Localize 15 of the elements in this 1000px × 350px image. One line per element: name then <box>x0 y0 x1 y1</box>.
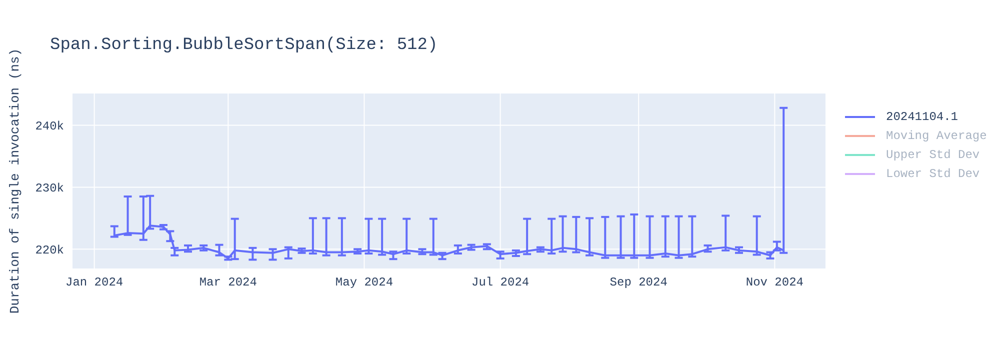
y-tick-label: 230k <box>35 181 64 196</box>
y-tick-label: 240k <box>35 119 64 134</box>
legend-label: 20241104.1 <box>886 110 958 124</box>
x-tick-label: Mar 2024 <box>199 276 257 290</box>
chart-title: Span.Sorting.BubbleSortSpan(Size: 512) <box>50 36 438 55</box>
x-tick-label: Jan 2024 <box>66 276 124 290</box>
y-axis-title: Duration of single invocation (ns) <box>8 48 23 314</box>
legend-label: Lower Std Dev <box>886 166 980 180</box>
y-tick-label: 220k <box>35 243 64 258</box>
x-tick-label: Sep 2024 <box>610 276 668 290</box>
x-tick-label: Jul 2024 <box>472 276 530 290</box>
x-tick-label: Nov 2024 <box>746 276 804 290</box>
legend-label: Moving Average <box>886 128 987 142</box>
x-tick-label: May 2024 <box>335 276 394 290</box>
legend-label: Upper Std Dev <box>886 148 980 162</box>
